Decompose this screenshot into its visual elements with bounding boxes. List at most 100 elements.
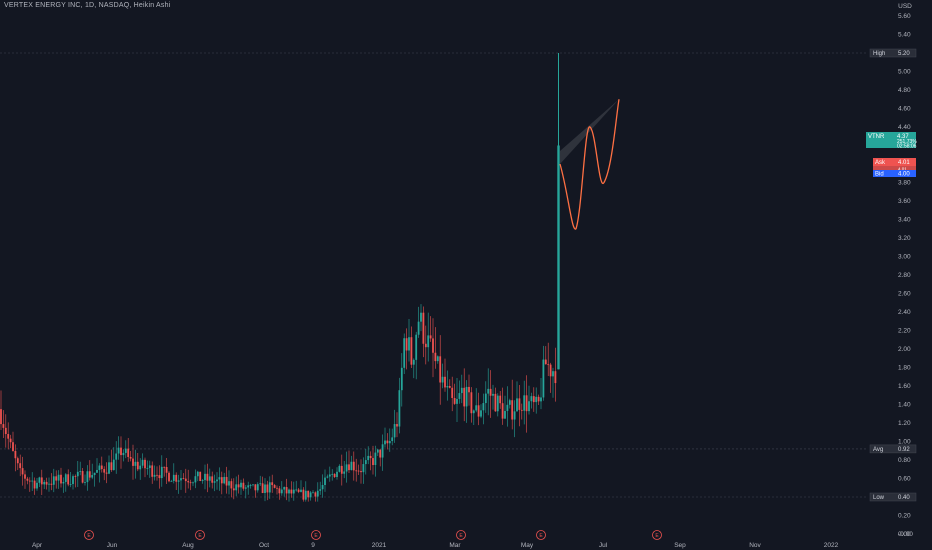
candle-body <box>194 476 197 483</box>
candle <box>537 394 540 406</box>
candle-body <box>38 477 41 483</box>
price-tick-label: 2.80 <box>898 272 911 279</box>
candle <box>326 474 329 479</box>
candle-body <box>364 460 367 465</box>
candle <box>307 490 310 502</box>
high-tag-label: High <box>873 51 885 57</box>
candle-body <box>57 474 60 481</box>
candle <box>141 453 144 469</box>
candle-body <box>482 403 485 411</box>
candle <box>211 471 214 489</box>
price-tick-label: 3.80 <box>898 180 911 187</box>
candle-body <box>268 482 271 493</box>
candle <box>175 472 178 490</box>
candle <box>544 346 547 365</box>
candle <box>208 468 211 488</box>
time-tick-label: May <box>521 542 534 549</box>
candle-body <box>40 477 43 485</box>
candle <box>345 451 348 483</box>
candle <box>388 428 391 452</box>
earnings-icon: E <box>195 530 205 540</box>
candle <box>290 481 293 498</box>
candle <box>122 449 125 462</box>
candle-body <box>261 483 264 494</box>
candle-body <box>168 472 170 482</box>
candle-body <box>504 410 506 419</box>
candle-body <box>9 438 12 443</box>
candle <box>448 379 451 389</box>
candle-body <box>525 395 528 412</box>
candle <box>2 410 5 439</box>
candle <box>532 387 535 412</box>
candle <box>38 476 41 487</box>
time-tick-label: Mar <box>449 542 461 549</box>
candle <box>285 478 288 501</box>
candle-body <box>357 470 360 472</box>
candle <box>264 478 266 502</box>
candle-body <box>391 437 394 442</box>
candle <box>415 331 418 380</box>
candle <box>336 467 338 480</box>
candle <box>48 477 50 492</box>
candle <box>112 447 115 471</box>
candle-body <box>271 482 274 486</box>
candle-body <box>441 376 444 383</box>
candle <box>124 440 127 459</box>
candle <box>482 393 485 425</box>
candle-body <box>393 424 396 438</box>
candle <box>468 374 470 406</box>
candle <box>36 477 38 491</box>
candle-body <box>518 398 521 410</box>
candle-body <box>429 335 432 339</box>
candle <box>45 477 48 490</box>
candle <box>520 403 523 420</box>
candle <box>300 480 302 493</box>
candle-body <box>213 481 216 483</box>
candle <box>168 471 170 483</box>
candle <box>393 409 396 443</box>
candle-body <box>506 404 509 411</box>
candle <box>420 304 422 332</box>
time-tick-label: Sep <box>674 542 686 549</box>
candle <box>408 318 410 362</box>
candle-body <box>415 334 418 360</box>
candle-body <box>2 424 5 428</box>
candle-body <box>0 409 2 425</box>
spike-body <box>557 145 560 370</box>
candle <box>501 387 504 425</box>
candle-body <box>496 395 499 412</box>
price-tick-label: 3.20 <box>898 235 911 242</box>
candle <box>261 476 264 494</box>
quote-countdown: 02:58:06 <box>897 144 917 150</box>
time-tick-label: 2021 <box>372 542 387 549</box>
price-tick-label: 2.20 <box>898 328 911 335</box>
quote-symbol: VTNR <box>868 134 885 140</box>
candle <box>396 412 398 438</box>
price-tick-label: 1.40 <box>898 402 911 409</box>
bid-tag: Bid 4.00 <box>873 170 916 178</box>
price-tick-label: 5.60 <box>898 13 911 20</box>
candle-body <box>468 386 470 393</box>
candle-body <box>86 471 89 483</box>
candle-body <box>74 476 77 477</box>
candle-body <box>424 343 427 348</box>
candle <box>350 455 353 471</box>
candle-body <box>362 464 365 473</box>
earnings-circle <box>195 530 205 540</box>
candle-body <box>350 461 353 471</box>
candle-body <box>264 484 266 494</box>
candle-body <box>288 489 290 494</box>
candle <box>204 464 206 490</box>
candle <box>506 386 509 427</box>
candle <box>417 306 420 338</box>
candle-body <box>192 482 194 484</box>
candle <box>429 316 432 342</box>
candle-body <box>31 480 34 482</box>
earnings-icon: E <box>652 530 662 540</box>
candle-body <box>96 469 98 473</box>
bid-label: Bid <box>875 172 884 178</box>
candle <box>516 381 518 412</box>
candle <box>391 428 394 446</box>
candle-body <box>453 397 456 404</box>
